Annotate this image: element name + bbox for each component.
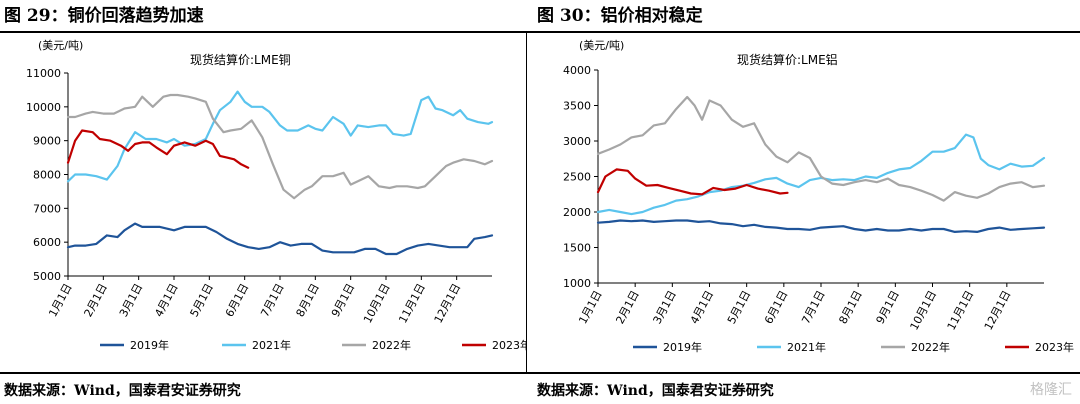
x-tick-label: 5月1日: [725, 288, 753, 326]
top-rule: [0, 31, 1080, 33]
x-tick-label: 8月1日: [836, 288, 864, 326]
x-tick-label: 4月1日: [688, 288, 716, 326]
y-tick-label: 6000: [33, 236, 61, 249]
legend-label: 2023年: [492, 338, 526, 352]
x-tick-label: 5月1日: [188, 281, 216, 319]
x-tick-label: 9月1日: [329, 281, 357, 319]
y-tick-label: 10000: [26, 101, 61, 114]
series-line-2023年: [66, 129, 250, 169]
legend-label: 2019年: [130, 338, 169, 352]
y-tick-label: 2500: [563, 171, 591, 184]
legend-label: 2022年: [911, 340, 950, 354]
figure-title-copper: 图 29：铜价回落趋势加速: [4, 6, 204, 26]
x-tick-label: 11月1日: [396, 281, 428, 325]
y-tick-label: 11000: [26, 67, 61, 80]
legend-label: 2021年: [252, 338, 291, 352]
x-tick-label: 3月1日: [651, 288, 679, 326]
y-tick-label: 3500: [563, 100, 591, 113]
legend-label: 2022年: [372, 338, 411, 352]
chart-title: 现货结算价:LME铝: [737, 52, 838, 67]
y-tick-label: 8000: [33, 169, 61, 182]
series-line-2022年: [596, 95, 1046, 202]
series-line-2019年: [596, 219, 1046, 233]
x-tick-label: 2月1日: [82, 281, 110, 319]
x-tick-label: 7月1日: [258, 281, 286, 319]
series-line-2023年: [596, 168, 789, 196]
series-line-2021年: [66, 90, 494, 183]
panel-divider: [526, 32, 527, 373]
x-tick-label: 10月1日: [361, 281, 393, 325]
y-axis-unit-label: (美元/吨): [579, 39, 624, 52]
source-note-copper: 数据来源：Wind，国泰君安证券研究: [4, 383, 241, 399]
x-tick-label: 1月1日: [576, 288, 604, 326]
y-axis-unit-label: (美元/吨): [38, 39, 83, 52]
legend-label: 2019年: [663, 340, 702, 354]
figure-title-aluminum: 图 30：铝价相对稳定: [537, 6, 703, 26]
aluminum-price-chart: 1000 1500 2000 2500 3000 3500 4000 1月1日 2月1日 3月1日…: [563, 39, 1074, 354]
bottom-rule: [0, 372, 1080, 374]
x-tick-label: 2月1日: [613, 288, 641, 326]
x-tick-label: 6月1日: [223, 281, 251, 319]
y-tick-label: 7000: [33, 202, 61, 215]
x-tick-label: 6月1日: [762, 288, 790, 326]
x-tick-label: 4月1日: [152, 281, 180, 319]
x-tick-label: 8月1日: [294, 281, 322, 319]
legend-label: 2023年: [1035, 340, 1074, 354]
watermark-logo: 格隆汇: [1030, 382, 1072, 398]
series-line-2021年: [596, 133, 1046, 216]
x-tick-label: 3月1日: [117, 281, 145, 319]
series-line-2019年: [66, 222, 494, 256]
x-tick-label: 10月1日: [907, 288, 939, 332]
x-tick-label: 7月1日: [799, 288, 827, 326]
x-tick-label: 12月1日: [432, 281, 464, 325]
copper-price-chart: 5000 6000 7000 8000 9000 10000 11000 1月1日 2月1日 3月…: [26, 39, 526, 352]
x-tick-label: 9月1日: [874, 288, 902, 326]
y-tick-label: 9000: [33, 135, 61, 148]
legend-label: 2021年: [787, 340, 826, 354]
y-tick-label: 5000: [33, 270, 61, 283]
y-tick-label: 1000: [563, 277, 591, 290]
source-note-aluminum: 数据来源：Wind，国泰君安证券研究: [537, 383, 774, 399]
x-tick-label: 12月1日: [982, 288, 1014, 332]
y-tick-label: 2000: [563, 206, 591, 219]
chart-title: 现货结算价:LME铜: [190, 52, 291, 67]
x-tick-label: 11月1日: [945, 288, 977, 332]
series-line-2022年: [66, 93, 494, 200]
y-tick-label: 3000: [563, 135, 591, 148]
y-tick-label: 1500: [563, 242, 591, 255]
y-tick-label: 4000: [563, 64, 591, 77]
x-tick-label: 1月1日: [46, 281, 74, 319]
